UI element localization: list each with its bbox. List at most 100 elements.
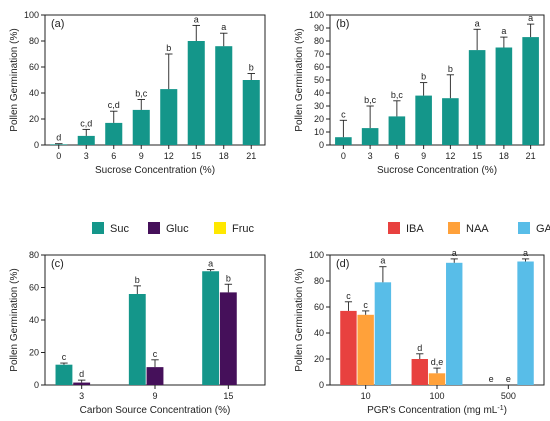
x-tick-label: 6: [394, 151, 399, 161]
bar: [50, 144, 68, 145]
y-tick-label: 20: [29, 114, 39, 124]
legend-swatch: [92, 222, 104, 234]
bar: [442, 98, 459, 145]
significance-label: a: [452, 248, 457, 258]
x-tick-label: 100: [429, 391, 444, 401]
y-tick-label: 100: [309, 10, 324, 20]
y-tick-label: 50: [314, 75, 324, 85]
x-tick-label: 500: [501, 391, 516, 401]
significance-label: d: [417, 343, 422, 353]
x-tick-label: 9: [139, 151, 144, 161]
legend-swatch: [148, 222, 160, 234]
x-tick-label: 9: [152, 391, 157, 401]
bar: [105, 122, 123, 145]
panel-label: (a): [51, 18, 64, 30]
plot-frame: [44, 14, 266, 146]
significance-label: a: [194, 14, 199, 24]
y-tick-label: 40: [29, 315, 39, 325]
bar: [77, 135, 95, 145]
y-tick-label: 0: [34, 380, 39, 390]
y-axis-label: Pollen Germination (%): [9, 28, 20, 131]
significance-label: c: [153, 349, 158, 359]
y-tick-label: 100: [309, 250, 324, 260]
legend-swatch: [388, 222, 400, 234]
panel-label: (d): [336, 258, 349, 270]
significance-label: b: [135, 275, 140, 285]
bar: [522, 37, 539, 145]
significance-label: d,e: [431, 357, 444, 367]
x-tick-label: 18: [219, 151, 229, 161]
x-tick-label: 3: [79, 391, 84, 401]
bar: [132, 109, 150, 145]
bar: [160, 89, 178, 145]
legend-swatch: [214, 222, 226, 234]
bar: [388, 116, 406, 145]
significance-label: c: [62, 352, 67, 362]
bar: [495, 47, 513, 145]
legend-label: GA3: [536, 223, 550, 239]
bar: [219, 292, 237, 385]
bar: [411, 359, 428, 385]
y-tick-label: 80: [29, 250, 39, 260]
significance-label: b: [166, 43, 171, 53]
y-tick-label: 80: [314, 36, 324, 46]
y-tick-label: 80: [29, 36, 39, 46]
significance-label: c,d: [80, 118, 92, 128]
bar: [128, 294, 146, 385]
y-tick-label: 10: [314, 127, 324, 137]
legend-label: IBA: [406, 223, 424, 235]
bar: [468, 50, 486, 145]
y-tick-label: 60: [314, 62, 324, 72]
significance-label: a: [523, 248, 528, 258]
significance-label: b: [249, 63, 254, 73]
bar: [340, 310, 357, 385]
y-tick-label: 40: [29, 88, 39, 98]
significance-label: d: [79, 369, 84, 379]
bar: [428, 373, 446, 385]
x-axis-label: PGR's Concentration (mg mL-1): [367, 405, 507, 417]
legend-swatch: [518, 222, 530, 234]
bar: [361, 128, 379, 145]
x-tick-label: 15: [191, 151, 201, 161]
significance-label: b: [421, 72, 426, 82]
x-tick-label: 12: [445, 151, 455, 161]
y-tick-label: 20: [314, 354, 324, 364]
y-tick-label: 60: [29, 283, 39, 293]
y-tick-label: 70: [314, 49, 324, 59]
x-tick-label: 21: [526, 151, 536, 161]
bar: [335, 137, 352, 145]
x-axis-label: Sucrose Concentration (%): [377, 165, 497, 176]
significance-label: b,c: [391, 90, 404, 100]
panel-label: (c): [51, 258, 64, 270]
significance-label: a: [221, 22, 226, 32]
x-tick-label: 18: [499, 151, 509, 161]
legend-label: Fruc: [232, 223, 255, 235]
legend-label: NAA: [466, 223, 489, 235]
bar: [415, 95, 432, 145]
legend-label: Gluc: [166, 223, 189, 235]
panel-d: (d) 0 20 40 60 80 100 Pollen Germination (%) PGR…: [294, 222, 550, 416]
x-tick-label: 10: [361, 391, 371, 401]
y-tick-label: 20: [29, 348, 39, 358]
significance-label: b,c: [135, 89, 148, 99]
bar: [202, 271, 220, 385]
y-tick-label: 20: [314, 114, 324, 124]
y-tick-label: 90: [314, 23, 324, 33]
panel-c: (c) 0 20 40 60 80 Pollen Germination (%) Carbon…: [9, 222, 266, 416]
bar: [446, 262, 463, 385]
legend-swatch: [448, 222, 460, 234]
y-tick-label: 30: [314, 101, 324, 111]
bar: [374, 282, 392, 385]
x-tick-label: 0: [341, 151, 346, 161]
x-tick-label: 3: [84, 151, 89, 161]
y-tick-label: 80: [314, 276, 324, 286]
y-tick-label: 0: [319, 140, 324, 150]
y-tick-label: 0: [319, 380, 324, 390]
x-tick-label: 9: [421, 151, 426, 161]
y-tick-label: 60: [314, 302, 324, 312]
significance-label: a: [380, 256, 385, 266]
y-tick-label: 40: [314, 328, 324, 338]
x-axis-label: Carbon Source Concentration (%): [80, 405, 231, 416]
